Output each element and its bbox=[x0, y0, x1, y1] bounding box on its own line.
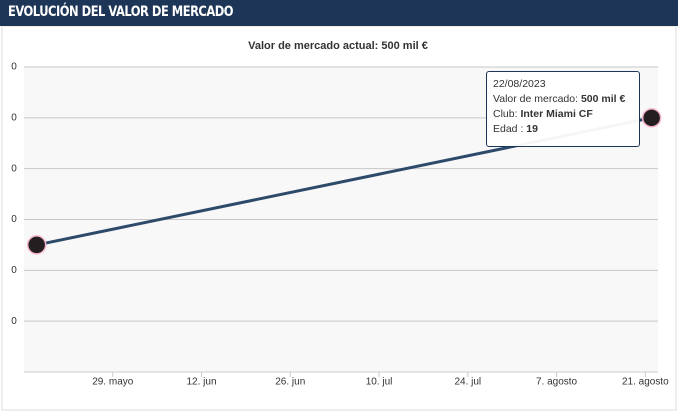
x-tick-label: 21. agosto bbox=[622, 377, 669, 388]
tooltip-row: Valor de mercado: 500 mil € bbox=[493, 92, 633, 107]
y-tick-label: 0 bbox=[11, 214, 17, 225]
tooltip: 22/08/2023 Valor de mercado: 500 mil € C… bbox=[486, 71, 640, 147]
x-tick-label: 7. agosto bbox=[536, 377, 578, 388]
header: EVOLUCIÓN DEL VALOR DE MERCADO bbox=[0, 0, 678, 26]
point-marker bbox=[26, 235, 47, 255]
tooltip-value: 500 mil € bbox=[580, 93, 626, 105]
tooltip-label: Valor de mercado: bbox=[493, 93, 579, 105]
y-tick-label: 0 bbox=[11, 316, 17, 327]
y-tick-label: 0 bbox=[11, 112, 17, 123]
tooltip-value: 19 bbox=[526, 123, 538, 135]
y-tick-label: 0 bbox=[11, 163, 17, 174]
tooltip-label: Edad : bbox=[493, 123, 524, 135]
tooltip-label: Club: bbox=[493, 108, 518, 120]
point-marker bbox=[641, 108, 662, 128]
tooltip-value: Inter Miami CF bbox=[520, 108, 593, 120]
x-tick-label: 12. jun bbox=[187, 377, 217, 388]
x-tick-label: 10. jul bbox=[366, 377, 393, 388]
y-tick-label: 0 bbox=[11, 62, 17, 73]
tooltip-row: Edad : 19 bbox=[493, 122, 633, 137]
x-tick-label: 24. jul bbox=[454, 377, 481, 388]
x-tick-label: 29. mayo bbox=[92, 377, 134, 388]
header-title: EVOLUCIÓN DEL VALOR DE MERCADO bbox=[8, 4, 234, 20]
y-tick-label: 0 bbox=[11, 265, 17, 276]
tooltip-date: 22/08/2023 bbox=[493, 78, 546, 90]
chart-subtitle: Valor de mercado actual: 500 mil € bbox=[248, 40, 428, 52]
x-tick-label: 26. jun bbox=[275, 377, 305, 388]
tooltip-row: Club: Inter Miami CF bbox=[493, 107, 633, 122]
